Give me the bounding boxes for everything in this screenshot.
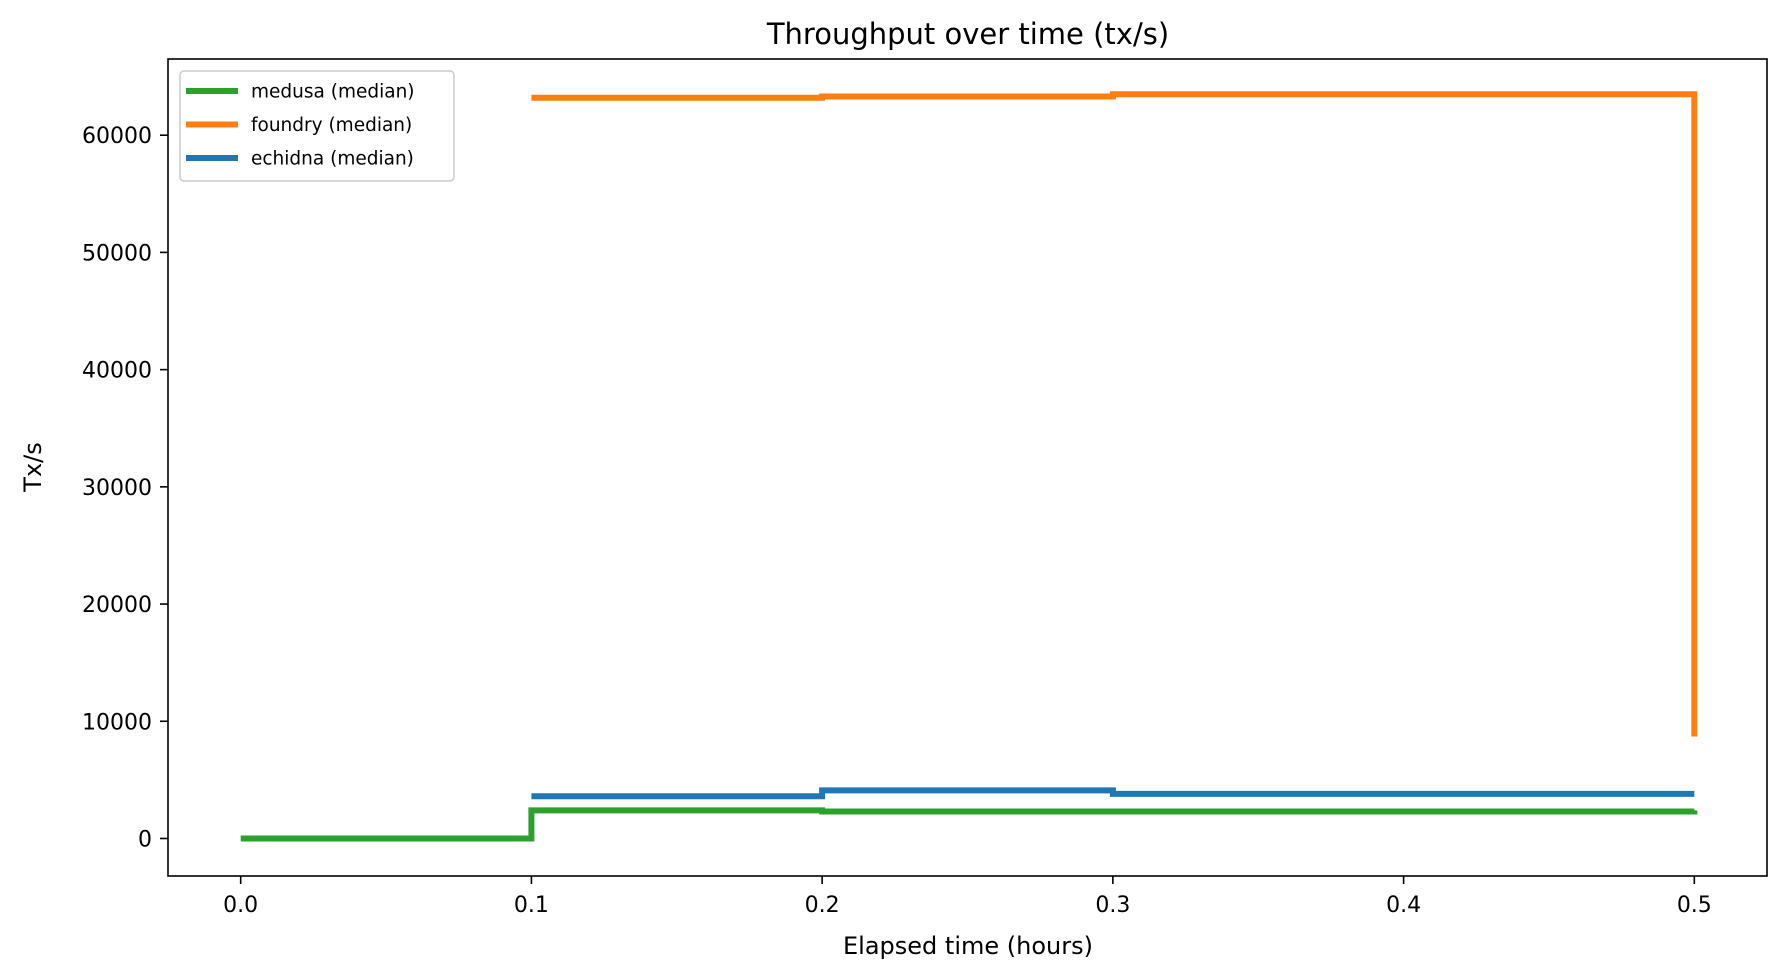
y-tick-label: 10000 xyxy=(82,710,152,735)
legend: medusa (median) foundry (median) echidna (… xyxy=(179,70,455,182)
y-tick-label: 40000 xyxy=(82,359,152,384)
x-axis-label: Elapsed time (hours) xyxy=(843,932,1093,960)
y-axis: 0 10000 20000 30000 40000 50000 60000 xyxy=(82,124,168,852)
series-line-0 xyxy=(240,807,1698,842)
series-line-1 xyxy=(531,91,1698,737)
y-tick-label: 30000 xyxy=(82,476,152,501)
y-tick-label: 0 xyxy=(138,827,152,852)
plot-area-frame xyxy=(167,58,1768,877)
x-tick-label: 0.1 xyxy=(514,893,549,918)
series-line-2 xyxy=(531,787,1695,800)
x-tick-label: 0.0 xyxy=(223,893,258,918)
legend-label-1: foundry (median) xyxy=(251,115,412,136)
x-tick-label: 0.4 xyxy=(1386,893,1421,918)
x-tick-label: 0.3 xyxy=(1095,893,1130,918)
x-axis: 0.0 0.1 0.2 0.3 0.4 0.5 xyxy=(223,876,1712,918)
y-axis-label: Tx/s xyxy=(19,442,47,492)
legend-label-0: medusa (median) xyxy=(251,82,415,103)
y-tick-label: 20000 xyxy=(82,593,152,618)
x-tick-label: 0.5 xyxy=(1677,893,1712,918)
legend-box xyxy=(179,70,455,182)
legend-label-2: echidna (median) xyxy=(251,149,414,170)
y-tick-label: 60000 xyxy=(82,124,152,149)
y-tick-label: 50000 xyxy=(82,241,152,266)
series-layer xyxy=(240,91,1698,842)
x-tick-label: 0.2 xyxy=(805,893,840,918)
chart-title: Throughput over time (tx/s) xyxy=(766,17,1169,51)
